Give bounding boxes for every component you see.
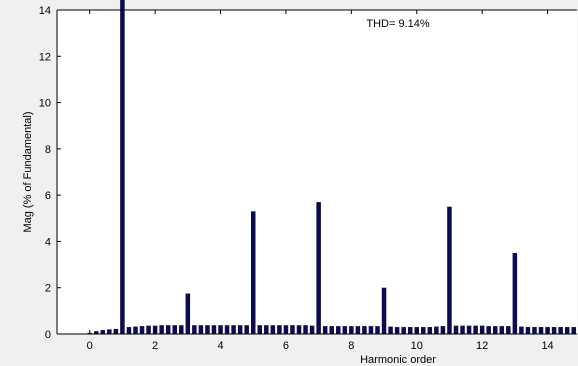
bar-h4.2 (224, 325, 230, 334)
bar-h13.4 (525, 327, 531, 334)
bar-h12.8 (506, 326, 511, 334)
bar-h3.8 (211, 325, 217, 334)
bar-h10.6 (434, 326, 439, 334)
bar-h9 (381, 287, 387, 334)
bar-h14.2 (551, 327, 557, 334)
y-tick-label: 12 (39, 51, 51, 63)
bar-h5.8 (277, 325, 282, 334)
y-tick-label: 0 (45, 329, 51, 341)
bar-h7 (316, 202, 321, 334)
bar-h5.2 (257, 325, 263, 334)
bar-h6 (283, 325, 289, 334)
bar-h11.8 (473, 325, 478, 334)
bar-h14.6 (564, 327, 570, 334)
bar-h13.8 (538, 327, 544, 334)
y-axis-label: Mag (% of Fundamental) (22, 111, 34, 232)
x-tick-label: 2 (152, 340, 158, 352)
bar-h1.8 (146, 325, 151, 334)
bar-h8.6 (368, 326, 374, 334)
bar-h6.4 (296, 325, 302, 334)
bar-h9.6 (401, 327, 406, 334)
bar-h2.6 (172, 325, 177, 334)
bar-h9.4 (394, 327, 400, 334)
bar-h14.4 (558, 327, 563, 334)
bar-h3.2 (192, 325, 197, 334)
bar-h8.2 (355, 326, 361, 334)
bar-h5.4 (264, 325, 269, 334)
bar-h0.8 (113, 328, 119, 334)
y-tick-label: 4 (45, 236, 51, 248)
bar-h12.4 (492, 326, 498, 334)
bar-h5 (250, 211, 256, 334)
bar-h10.2 (421, 327, 426, 334)
bar-h2.4 (165, 325, 171, 334)
y-tick-label: 10 (39, 98, 51, 110)
bar-h4.6 (237, 325, 243, 334)
bar-h5.6 (270, 325, 276, 334)
bar-h8.8 (375, 326, 380, 334)
bar-h11.2 (453, 325, 459, 334)
y-tick-label: 8 (45, 144, 51, 156)
bar-h10.4 (427, 327, 433, 334)
bar-h11 (447, 206, 452, 334)
bar-h13.6 (532, 327, 537, 334)
bar-h4.4 (231, 325, 236, 334)
bar-h1 (120, 0, 125, 334)
bars-group (87, 0, 576, 334)
bar-h9.8 (407, 327, 413, 334)
bar-h13 (512, 253, 518, 334)
bar-h9.2 (388, 326, 393, 334)
bar-h6.6 (303, 325, 308, 334)
bar-h0.4 (100, 330, 106, 334)
bar-h14.8 (571, 327, 576, 334)
bar-h1.4 (133, 326, 138, 334)
bar-h12.2 (486, 326, 491, 334)
chart-title: THD= 9.14% (366, 18, 429, 30)
x-tick-label: 4 (217, 340, 223, 352)
bar-h13.2 (519, 326, 524, 334)
bar-h7.2 (322, 326, 328, 334)
x-tick-label: 14 (541, 340, 553, 352)
x-tick-label: 0 (87, 340, 93, 352)
y-tick-label: 2 (45, 283, 51, 295)
bar-h2.8 (179, 325, 184, 334)
bar-h12.6 (499, 326, 505, 334)
axes-group: 0 2 4 6 8 10 12 14 0 2 4 6 8 10 12 14 (39, 5, 577, 352)
x-tick-label: 8 (348, 340, 354, 352)
bar-h12 (479, 325, 485, 334)
x-tick-label: 6 (283, 340, 289, 352)
bar-h11.6 (466, 325, 472, 334)
x-tick-label: 12 (476, 340, 488, 352)
bar-h1.6 (139, 326, 145, 334)
y-tick-label: 14 (39, 5, 51, 17)
bar-h3.4 (198, 325, 204, 334)
bar-h6.2 (290, 325, 295, 334)
bar-h4.8 (244, 325, 249, 334)
bar-h3 (185, 293, 191, 334)
bar-h8.4 (362, 326, 367, 334)
bar-h0.2 (94, 331, 99, 334)
bar-h6.8 (309, 325, 315, 334)
bar-h2.2 (159, 325, 164, 334)
bar-h3.6 (205, 325, 210, 334)
x-axis-label: Harmonic order (360, 354, 436, 366)
bar-h1.2 (126, 327, 132, 334)
bar-h10.8 (440, 326, 446, 334)
bar-h7.8 (342, 326, 348, 334)
x-tick-label: 10 (411, 340, 423, 352)
bar-h0.6 (107, 329, 112, 334)
bar-h11.4 (460, 325, 465, 334)
bar-h2 (152, 325, 158, 334)
bar-h7.4 (329, 326, 334, 334)
bar-h7.6 (336, 326, 341, 334)
y-tick-label: 6 (45, 190, 51, 202)
bar-h4 (218, 325, 223, 334)
